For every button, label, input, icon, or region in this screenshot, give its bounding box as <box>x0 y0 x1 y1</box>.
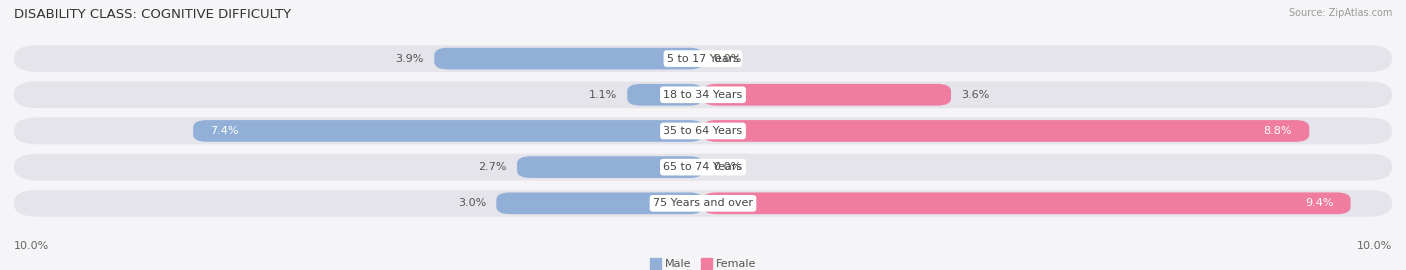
Text: DISABILITY CLASS: COGNITIVE DIFFICULTY: DISABILITY CLASS: COGNITIVE DIFFICULTY <box>14 8 291 21</box>
Text: 10.0%: 10.0% <box>14 241 49 251</box>
FancyBboxPatch shape <box>627 84 703 106</box>
FancyBboxPatch shape <box>703 84 950 106</box>
FancyBboxPatch shape <box>703 193 1351 214</box>
Text: 65 to 74 Years: 65 to 74 Years <box>664 162 742 172</box>
Text: 3.9%: 3.9% <box>395 53 425 64</box>
FancyBboxPatch shape <box>14 45 1392 72</box>
Text: 3.6%: 3.6% <box>962 90 990 100</box>
Text: 7.4%: 7.4% <box>211 126 239 136</box>
Text: 35 to 64 Years: 35 to 64 Years <box>664 126 742 136</box>
Text: 5 to 17 Years: 5 to 17 Years <box>666 53 740 64</box>
Text: 0.0%: 0.0% <box>713 53 741 64</box>
Text: 18 to 34 Years: 18 to 34 Years <box>664 90 742 100</box>
FancyBboxPatch shape <box>193 120 703 142</box>
Text: 8.8%: 8.8% <box>1264 126 1292 136</box>
FancyBboxPatch shape <box>14 154 1392 181</box>
FancyBboxPatch shape <box>14 81 1392 108</box>
Text: 2.7%: 2.7% <box>478 162 506 172</box>
Text: 0.0%: 0.0% <box>713 162 741 172</box>
FancyBboxPatch shape <box>517 156 703 178</box>
FancyBboxPatch shape <box>703 120 1309 142</box>
Text: 9.4%: 9.4% <box>1305 198 1333 208</box>
Text: 3.0%: 3.0% <box>458 198 486 208</box>
FancyBboxPatch shape <box>434 48 703 69</box>
Text: 1.1%: 1.1% <box>589 90 617 100</box>
FancyBboxPatch shape <box>496 193 703 214</box>
Legend: Male, Female: Male, Female <box>645 254 761 270</box>
Text: Source: ZipAtlas.com: Source: ZipAtlas.com <box>1288 8 1392 18</box>
Text: 75 Years and over: 75 Years and over <box>652 198 754 208</box>
FancyBboxPatch shape <box>14 190 1392 217</box>
Text: 10.0%: 10.0% <box>1357 241 1392 251</box>
FancyBboxPatch shape <box>14 117 1392 144</box>
